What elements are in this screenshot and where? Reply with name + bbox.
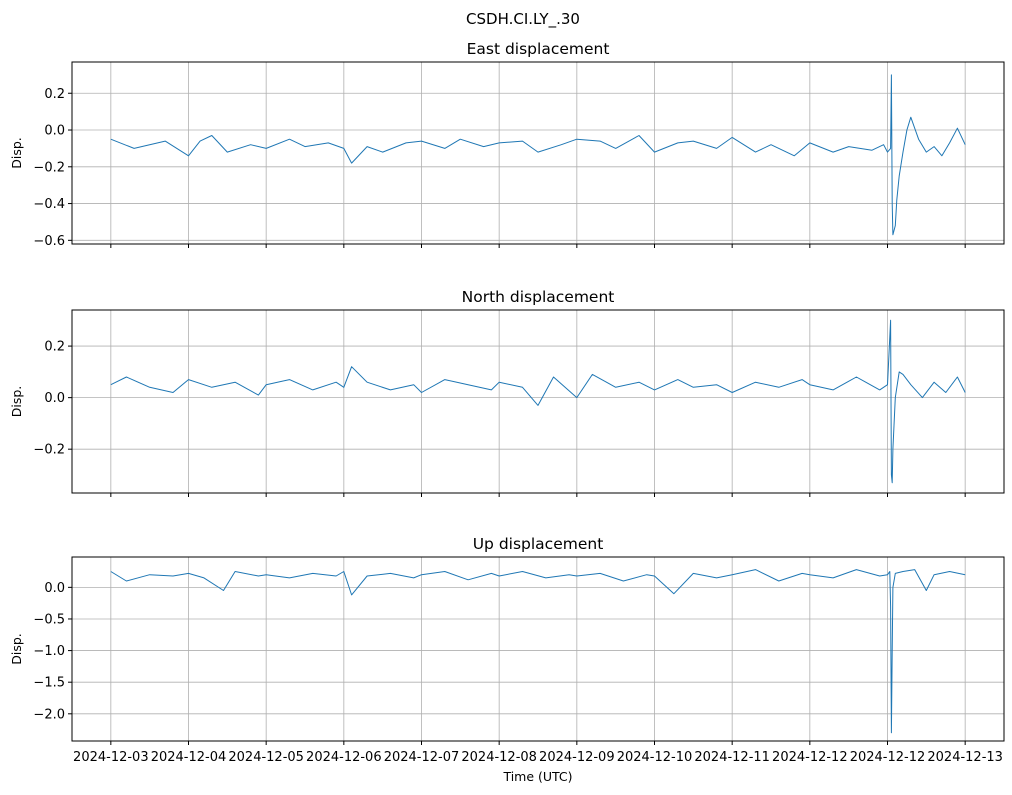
axes-frame [71, 61, 1005, 245]
figure-title: CSDH.CI.LY_.30 [466, 10, 580, 29]
x-tick-label: 2024-12-10 [617, 750, 693, 765]
x-tick-label: 2024-12-05 [228, 750, 304, 765]
y-tick-label: 0.2 [44, 340, 65, 355]
axes-frame [71, 309, 1005, 494]
x-tick-label: 2024-12-03 [73, 750, 149, 765]
y-axis-label: Disp. [9, 633, 24, 665]
x-tick-label: 2024-12-09 [539, 750, 615, 765]
y-axis-label: Disp. [9, 137, 24, 169]
panel-title: North displacement [462, 288, 615, 306]
y-tick-label: 0.2 [44, 87, 65, 102]
y-axis-label: Disp. [9, 386, 24, 418]
series-line [110, 319, 966, 484]
x-tick-label: 2024-12-07 [384, 750, 460, 765]
y-tick-label: 0.0 [44, 391, 65, 406]
x-tick-label: 2024-12-04 [151, 750, 227, 765]
y-tick-label: 0.0 [44, 124, 65, 139]
series-line [110, 569, 966, 734]
y-tick-label: −0.5 [33, 612, 65, 627]
y-tick-label: −1.0 [33, 644, 65, 659]
x-tick-label: 2024-12-06 [306, 750, 382, 765]
y-tick-label: −0.6 [33, 234, 65, 249]
series-line [110, 74, 966, 236]
y-tick-label: 0.0 [44, 581, 65, 596]
y-tick-label: −0.2 [33, 160, 65, 175]
y-tick-label: −1.5 [33, 676, 65, 691]
x-tick-label: 2024-12-11 [694, 750, 770, 765]
x-tick-label: 2024-12-08 [461, 750, 537, 765]
x-tick-label: 2024-12-12 [850, 750, 926, 765]
axes-frame [71, 556, 1005, 742]
y-tick-label: −0.4 [33, 197, 65, 212]
x-axis-label: Time (UTC) [502, 769, 572, 784]
chart-panels: 0.2 0.0 −0.2 −0.4 −0.6 East displacement Disp.… [9, 40, 1005, 784]
x-tick-label: 2024-12-13 [927, 750, 1003, 765]
panel-title: Up displacement [473, 535, 604, 553]
y-tick-label: −0.2 [33, 443, 65, 458]
panel-1: 0.2 0.0 −0.2 −0.4 −0.6 East displacement Disp. [9, 40, 1005, 249]
y-tick-label: −2.0 [33, 707, 65, 722]
panel-title: East displacement [467, 40, 610, 58]
panel-2: 0.2 0.0 −0.2 North displacement Disp. [9, 288, 1005, 497]
x-tick-label: 2024-12-12 [772, 750, 848, 765]
